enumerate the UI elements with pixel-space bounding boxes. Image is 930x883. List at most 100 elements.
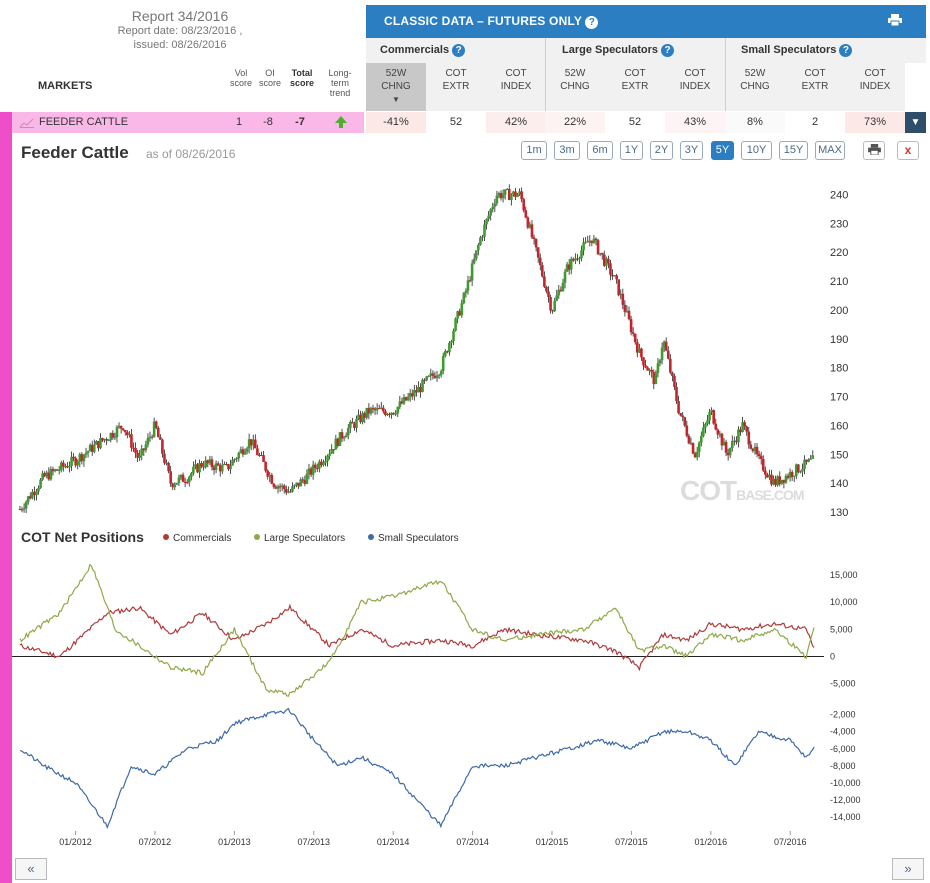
candle-body: [140, 448, 144, 456]
range-button-1y[interactable]: 1Y: [620, 141, 643, 160]
classic-data-bar: CLASSIC DATA – FUTURES ONLY ?: [366, 5, 926, 38]
candle-body: [794, 464, 798, 476]
range-button-3m[interactable]: 3m: [554, 141, 580, 160]
total-score-header[interactable]: Total score: [289, 68, 315, 88]
candle-body: [371, 407, 375, 409]
row-value-cell: 73%: [845, 112, 905, 133]
help-icon[interactable]: ?: [839, 44, 853, 57]
column-header[interactable]: 52W CHNG: [725, 63, 785, 111]
range-button-5y[interactable]: 5Y: [711, 141, 734, 160]
candle-body: [229, 465, 232, 470]
legend-commercials[interactable]: Commercials: [163, 533, 231, 544]
candle-body: [792, 475, 796, 477]
legend-large-speculators[interactable]: Large Speculators: [254, 533, 345, 544]
range-button-1m[interactable]: 1m: [521, 141, 547, 160]
candle-body: [761, 458, 765, 471]
candle-body: [749, 444, 753, 449]
vol-score-header[interactable]: Vol score: [229, 68, 252, 88]
y-tick-label: 15,000: [830, 570, 858, 580]
market-row-label-bg: [12, 112, 364, 133]
candle-body: [755, 446, 759, 455]
market-row[interactable]: FEEDER CATTLE 1 -8 -7 -41% 52 42% 22% 52 43% 8…: [12, 112, 926, 133]
scroll-right-button[interactable]: »: [892, 858, 924, 880]
print-icon[interactable]: [888, 14, 902, 26]
group-large-speculators: Large Speculators ?: [562, 44, 675, 57]
market-name[interactable]: FEEDER CATTLE: [39, 116, 129, 128]
candle-body: [396, 406, 400, 414]
candle-body: [35, 491, 38, 496]
candle-body: [549, 297, 552, 311]
range-button-10y[interactable]: 10Y: [741, 141, 772, 160]
help-icon[interactable]: ?: [661, 44, 675, 57]
candle-body: [105, 439, 108, 441]
candle-body: [322, 462, 325, 466]
column-header[interactable]: COT EXTR: [426, 63, 486, 111]
range-button-max[interactable]: MAX: [815, 141, 845, 160]
candle-body: [324, 461, 327, 463]
x-tick-label: 01/2013: [218, 837, 251, 847]
candle-body: [136, 452, 139, 458]
candle-body: [115, 427, 119, 438]
range-button-2y[interactable]: 2Y: [650, 141, 673, 160]
column-header[interactable]: COT INDEX: [665, 63, 725, 111]
candle-body: [39, 479, 42, 488]
candle-body: [86, 451, 90, 453]
cot-chart[interactable]: -5,000 0 5,000 10,000 15,000 -14,000 -12,000 -1…: [12, 548, 930, 848]
candle-body: [111, 432, 115, 438]
range-button-6m[interactable]: 6m: [587, 141, 613, 160]
column-header[interactable]: COT EXTR: [785, 63, 845, 111]
candle-body: [117, 425, 121, 428]
candle-body: [344, 435, 348, 438]
scroll-left-button[interactable]: «: [15, 858, 47, 880]
expand-row-button[interactable]: ▼: [905, 112, 926, 133]
candle-body: [770, 474, 773, 485]
legend-small-speculators[interactable]: Small Speculators: [368, 533, 459, 544]
candle-body: [311, 464, 315, 475]
candle-body: [26, 496, 30, 502]
candle-body: [369, 407, 373, 414]
column-header[interactable]: 52W CHNG ▼: [366, 63, 426, 111]
column-header[interactable]: COT EXTR: [605, 63, 665, 111]
candle-body: [600, 252, 604, 255]
y-tick-label: -12,000: [830, 795, 861, 805]
small-speculators-line: [19, 707, 815, 830]
candle-body: [192, 466, 195, 474]
x-tick-label: 07/2015: [615, 837, 648, 847]
range-button-3y[interactable]: 3Y: [680, 141, 703, 160]
candle-body: [379, 407, 383, 409]
column-header[interactable]: COT INDEX: [845, 63, 905, 111]
print-chart-button[interactable]: [863, 141, 885, 160]
range-button-15y[interactable]: 15Y: [779, 141, 808, 160]
oi-score-header[interactable]: OI score: [258, 68, 281, 88]
help-icon[interactable]: ?: [585, 16, 599, 29]
markets-header[interactable]: MARKETS: [38, 80, 93, 92]
candle-body: [55, 469, 59, 471]
candle-body: [338, 432, 342, 446]
y-tick-label: 130: [830, 507, 848, 519]
candle-body: [584, 241, 587, 243]
candle-body: [586, 241, 590, 243]
candle-body: [342, 437, 346, 439]
help-icon[interactable]: ?: [452, 44, 466, 57]
candle-body: [318, 461, 321, 469]
candle-body: [809, 458, 813, 460]
candle-body: [605, 258, 608, 266]
candle-body: [555, 295, 559, 301]
candle-body: [367, 407, 371, 414]
candle-body: [346, 428, 350, 436]
candle-body: [520, 191, 523, 200]
long-term-trend-header[interactable]: Long-term trend: [328, 68, 352, 98]
candle-body: [270, 474, 274, 484]
candle-body: [685, 425, 689, 436]
column-header[interactable]: 52W CHNG: [545, 63, 605, 111]
close-chart-button[interactable]: x: [897, 141, 919, 160]
candle-body: [518, 191, 521, 195]
candle-body: [187, 476, 191, 483]
price-chart[interactable]: 130 140 150 160 170 180 190 200 210 220 230 240: [12, 160, 930, 520]
candle-body: [788, 472, 792, 478]
candle-body: [287, 491, 290, 493]
candle-body: [190, 473, 193, 477]
column-header[interactable]: COT INDEX: [486, 63, 546, 111]
candle-body: [673, 375, 676, 387]
candle-body: [53, 469, 57, 472]
